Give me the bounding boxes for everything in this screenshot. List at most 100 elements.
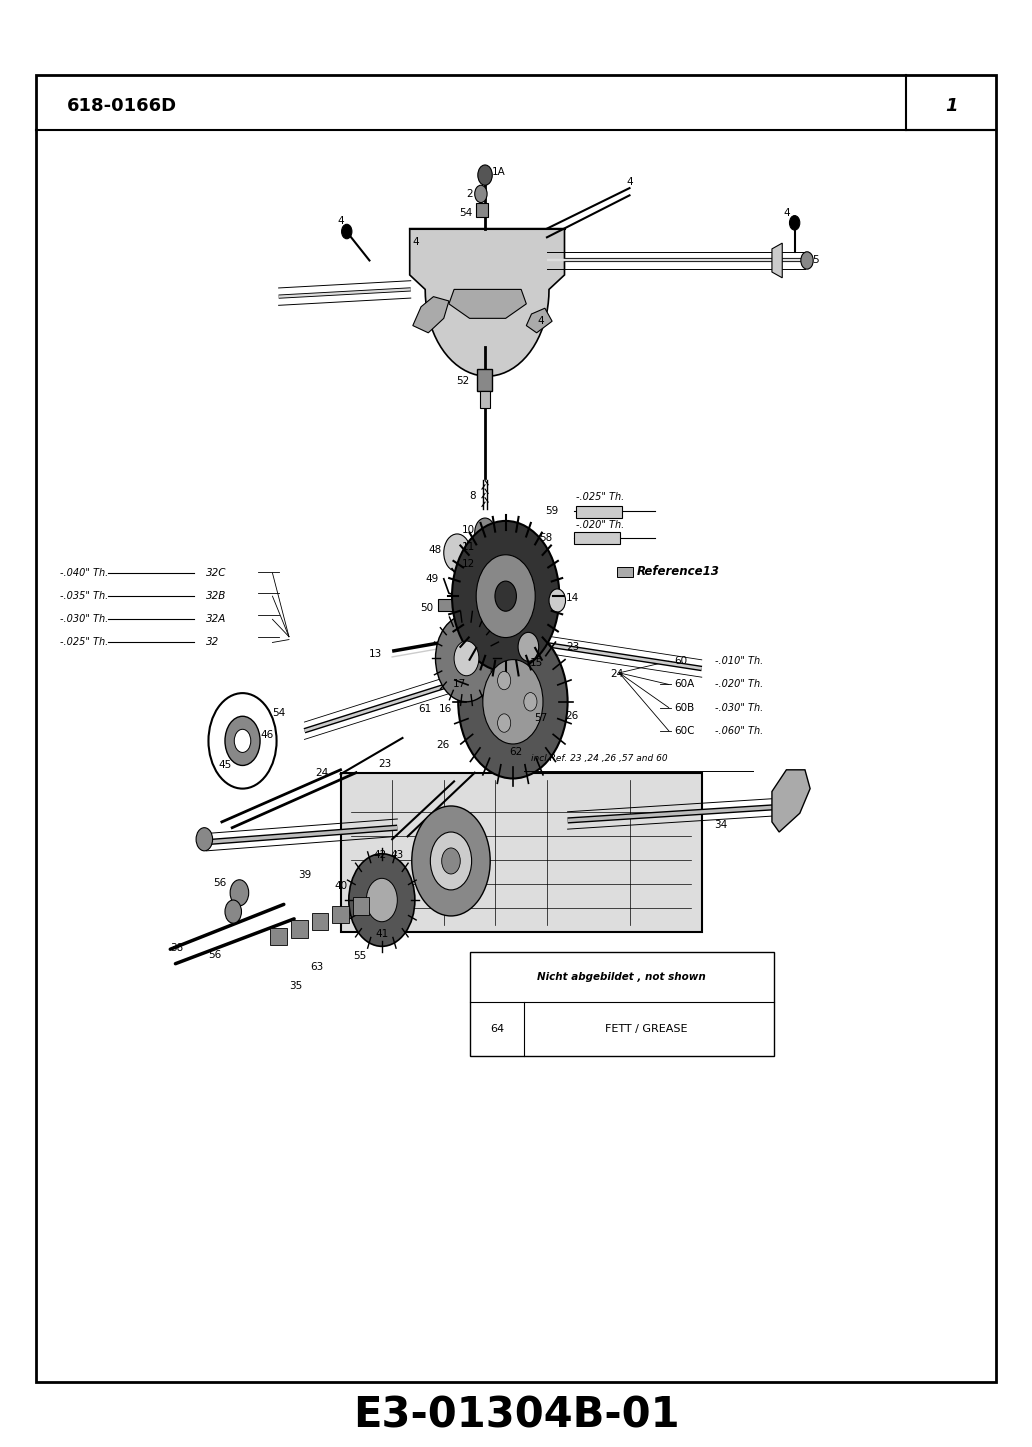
Text: 62: 62 [509,748,522,757]
Circle shape [518,632,539,661]
Circle shape [208,693,277,789]
Polygon shape [526,308,552,333]
Text: -.030" Th.: -.030" Th. [715,703,764,712]
Polygon shape [772,770,810,832]
Circle shape [436,615,497,702]
Text: 26: 26 [566,712,578,721]
Text: E3-01304B-01: E3-01304B-01 [353,1393,679,1437]
Text: 56: 56 [213,878,226,887]
Circle shape [789,216,800,230]
Bar [617,567,633,577]
Text: 54: 54 [459,208,473,217]
Circle shape [458,625,568,778]
Circle shape [476,554,536,638]
Text: 17: 17 [453,680,465,689]
Text: -.025" Th.: -.025" Th. [60,638,108,647]
Text: 40: 40 [334,881,347,890]
Text: 42: 42 [374,849,386,860]
Circle shape [444,534,471,572]
Circle shape [349,854,415,946]
Text: 4: 4 [538,317,544,326]
Polygon shape [413,297,449,333]
Text: 61: 61 [419,705,431,713]
Circle shape [430,832,472,890]
Bar [353,897,369,915]
Circle shape [495,582,516,611]
Text: 55: 55 [354,951,366,961]
Bar [476,203,488,217]
Text: 57: 57 [535,713,548,722]
Text: 4: 4 [413,237,419,246]
Text: 13: 13 [368,650,382,658]
Text: 5: 5 [812,256,818,265]
Polygon shape [772,243,782,278]
Text: 56: 56 [208,951,222,959]
Circle shape [476,534,494,560]
Circle shape [497,671,511,690]
Text: 54: 54 [272,709,286,718]
Text: 32B: 32B [206,592,227,601]
Text: 64: 64 [490,1024,504,1035]
Text: 52: 52 [456,376,470,385]
Text: 14: 14 [566,593,579,602]
Text: -.035" Th.: -.035" Th. [60,592,108,601]
Text: 41: 41 [376,929,388,939]
Text: 60: 60 [674,657,687,666]
Circle shape [549,589,566,612]
Text: 45: 45 [219,760,231,770]
Circle shape [524,693,537,710]
Text: 49: 49 [425,574,439,583]
Bar [480,391,490,408]
Circle shape [801,252,813,269]
Text: 32A: 32A [206,615,227,624]
Bar [438,599,453,611]
Bar [270,928,287,945]
Text: 15: 15 [529,658,543,667]
Circle shape [483,660,543,744]
Circle shape [475,518,495,547]
Text: 43: 43 [391,849,404,860]
Bar [574,532,620,544]
Text: 32: 32 [206,638,220,647]
Text: Nicht abgebildet , not shown: Nicht abgebildet , not shown [538,972,706,983]
Text: -.020" Th.: -.020" Th. [715,680,764,689]
Text: -.025" Th.: -.025" Th. [576,492,624,502]
Bar [576,506,622,518]
Text: 46: 46 [260,731,273,739]
Text: 60B: 60B [674,703,695,712]
Circle shape [475,185,487,203]
Circle shape [454,641,479,676]
Circle shape [442,848,460,874]
Bar [332,906,349,923]
Text: 58: 58 [539,534,552,543]
Text: 48: 48 [428,546,442,554]
Bar [470,952,774,1056]
Polygon shape [449,289,526,318]
Circle shape [497,713,511,732]
Text: 8: 8 [470,492,476,501]
Text: FETT / GREASE: FETT / GREASE [605,1024,687,1035]
Text: 23: 23 [379,760,391,768]
Text: 32C: 32C [206,569,227,577]
Text: 63: 63 [311,962,323,972]
Bar [477,369,492,391]
Circle shape [196,828,213,851]
Text: 38: 38 [170,943,184,952]
Text: 618-0166D: 618-0166D [67,97,178,114]
Text: 4: 4 [626,178,633,187]
Text: -.010" Th.: -.010" Th. [715,657,764,666]
Text: 60A: 60A [674,680,695,689]
Circle shape [366,878,397,922]
Text: incl.Ref. 23 ,24 ,26 ,57 and 60: incl.Ref. 23 ,24 ,26 ,57 and 60 [531,754,668,763]
Text: 10: 10 [461,525,475,534]
Text: -.060" Th.: -.060" Th. [715,726,764,735]
Text: Reference13: Reference13 [637,566,719,577]
Bar [312,913,328,930]
Text: 39: 39 [298,871,311,880]
Circle shape [342,224,352,239]
Text: -.020" Th.: -.020" Th. [576,519,624,530]
Text: 1A: 1A [492,168,506,177]
Text: 34: 34 [714,820,728,829]
Circle shape [230,880,249,906]
Circle shape [478,165,492,185]
